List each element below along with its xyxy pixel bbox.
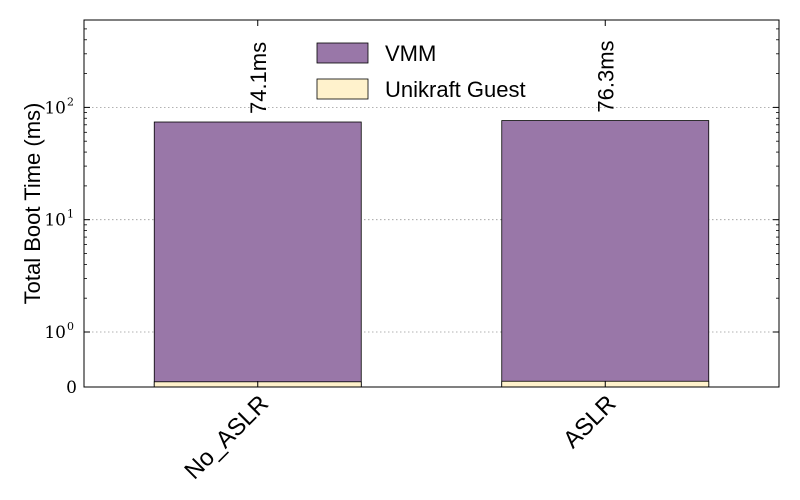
x-tick-label-0: No_ASLR (179, 390, 274, 485)
y-tick-label-1: 10 (44, 323, 66, 343)
y-tick-label-2: 10 (44, 211, 66, 231)
y-tick-exponent-3: 2 (67, 95, 74, 108)
plot-frame (83, 19, 780, 388)
legend: VMM Unikraft Guest (316, 41, 526, 102)
data-labels: 74.1ms 76.3ms (246, 40, 619, 114)
y-tick-label-3: 10 (44, 98, 66, 118)
x-tick-label-1: ASLR (558, 390, 621, 453)
data-label-no-aslr: 74.1ms (246, 42, 271, 114)
legend-swatch-unikraft-guest (316, 78, 369, 100)
data-label-aslr: 76.3ms (593, 40, 618, 112)
bar-aslr-vmm (501, 120, 710, 385)
legend-label-unikraft-guest: Unikraft Guest (385, 77, 526, 102)
legend-swatch-vmm (316, 42, 369, 64)
bar-no-aslr-vmm (153, 121, 362, 386)
y-tick-exponent-1: 0 (67, 320, 74, 333)
legend-label-vmm: VMM (385, 41, 436, 66)
bars (153, 120, 710, 388)
y-tick-exponent-2: 1 (67, 208, 74, 221)
y-axis-title: Total Boot Time (ms) (20, 103, 45, 305)
y-tick-label-0: 0 (66, 378, 77, 398)
